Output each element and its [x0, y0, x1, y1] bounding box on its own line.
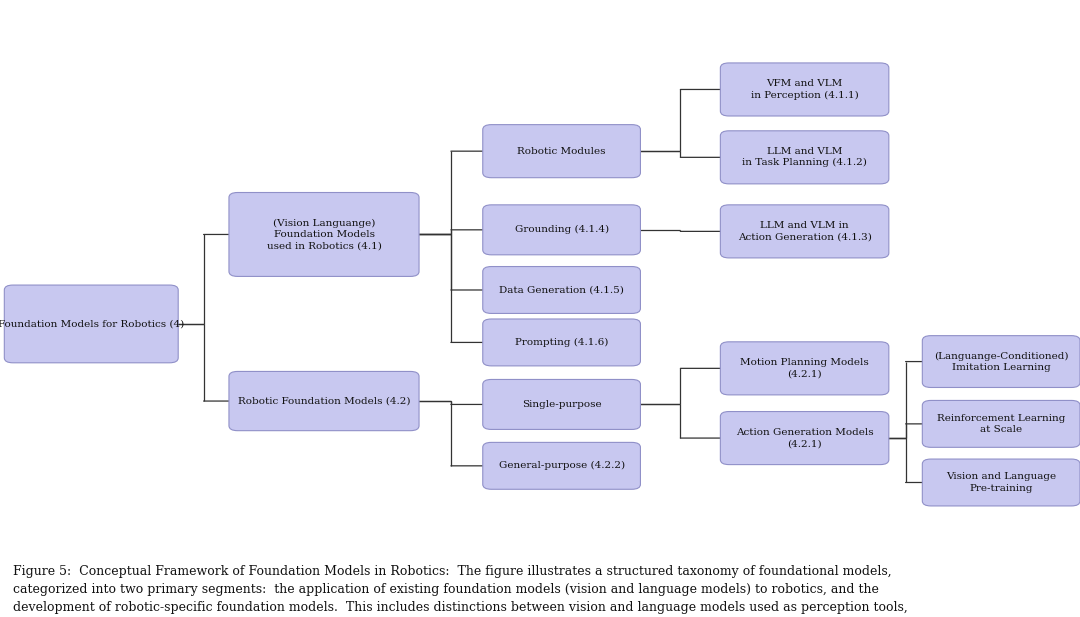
Text: Reinforcement Learning
at Scale: Reinforcement Learning at Scale — [937, 414, 1065, 434]
FancyBboxPatch shape — [720, 131, 889, 184]
FancyBboxPatch shape — [720, 412, 889, 465]
Text: Vision and Language
Pre-training: Vision and Language Pre-training — [946, 473, 1056, 492]
Text: VFM and VLM
in Perception (4.1.1): VFM and VLM in Perception (4.1.1) — [751, 80, 859, 99]
FancyBboxPatch shape — [483, 319, 640, 366]
Text: Robotic Modules: Robotic Modules — [517, 147, 606, 155]
FancyBboxPatch shape — [229, 193, 419, 276]
Text: Single-purpose: Single-purpose — [522, 400, 602, 409]
FancyBboxPatch shape — [720, 205, 889, 258]
FancyBboxPatch shape — [483, 267, 640, 313]
Text: Data Generation (4.1.5): Data Generation (4.1.5) — [499, 286, 624, 294]
FancyBboxPatch shape — [922, 336, 1080, 387]
FancyBboxPatch shape — [720, 342, 889, 395]
FancyBboxPatch shape — [922, 459, 1080, 506]
Text: (Languange-Conditioned)
Imitation Learning: (Languange-Conditioned) Imitation Learni… — [934, 352, 1068, 371]
Text: (Vision Languange)
Foundation Models
used in Robotics (4.1): (Vision Languange) Foundation Models use… — [267, 219, 381, 250]
Text: Foundation Models for Robotics (4): Foundation Models for Robotics (4) — [0, 320, 185, 328]
FancyBboxPatch shape — [483, 205, 640, 255]
Text: Action Generation Models
(4.2.1): Action Generation Models (4.2.1) — [735, 428, 874, 448]
Text: Robotic Foundation Models (4.2): Robotic Foundation Models (4.2) — [238, 397, 410, 405]
Text: Prompting (4.1.6): Prompting (4.1.6) — [515, 338, 608, 347]
Text: Grounding (4.1.4): Grounding (4.1.4) — [514, 225, 609, 234]
FancyBboxPatch shape — [483, 125, 640, 178]
FancyBboxPatch shape — [483, 379, 640, 429]
Text: Figure 5:  Conceptual Framework of Foundation Models in Robotics:  The figure il: Figure 5: Conceptual Framework of Founda… — [13, 565, 907, 617]
FancyBboxPatch shape — [922, 400, 1080, 447]
FancyBboxPatch shape — [4, 285, 178, 363]
FancyBboxPatch shape — [720, 63, 889, 116]
Text: LLM and VLM
in Task Planning (4.1.2): LLM and VLM in Task Planning (4.1.2) — [742, 147, 867, 167]
Text: LLM and VLM in
Action Generation (4.1.3): LLM and VLM in Action Generation (4.1.3) — [738, 222, 872, 241]
FancyBboxPatch shape — [229, 371, 419, 431]
Text: Motion Planning Models
(4.2.1): Motion Planning Models (4.2.1) — [740, 358, 869, 378]
Text: General-purpose (4.2.2): General-purpose (4.2.2) — [499, 462, 624, 470]
FancyBboxPatch shape — [483, 442, 640, 489]
